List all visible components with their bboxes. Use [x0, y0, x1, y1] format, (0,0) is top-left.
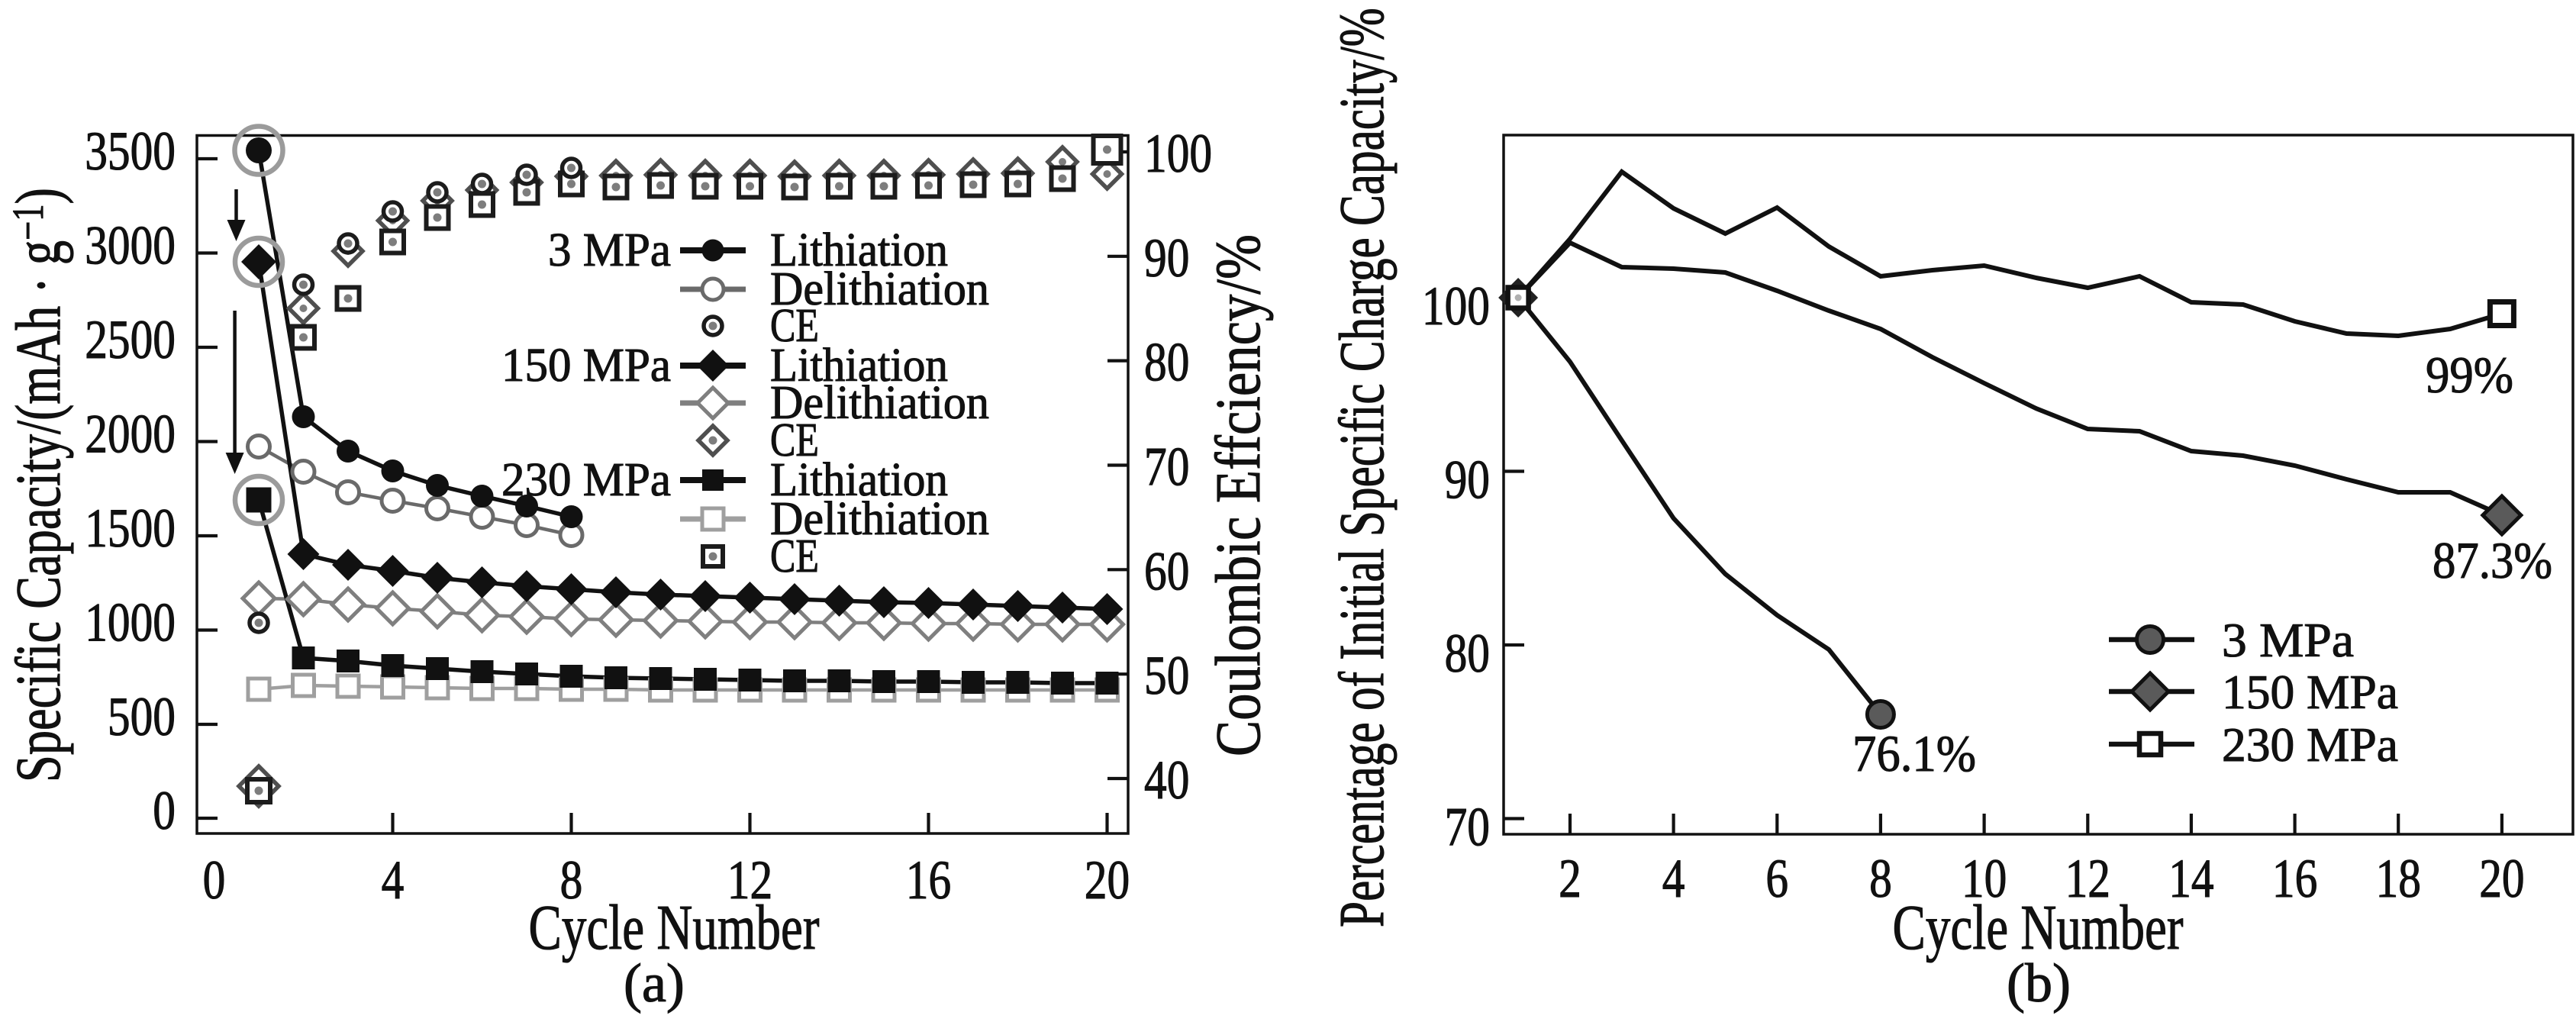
- svg-text:1000: 1000: [85, 592, 176, 653]
- svg-text:8: 8: [560, 850, 583, 911]
- svg-text:150 MPa: 150 MPa: [2222, 665, 2398, 719]
- svg-text:Cycle Number: Cycle Number: [1893, 892, 2184, 963]
- svg-text:CE: CE: [770, 414, 819, 466]
- svg-text:150 MPa: 150 MPa: [501, 340, 671, 392]
- svg-text:2: 2: [1559, 849, 1581, 910]
- svg-text:12: 12: [2065, 849, 2110, 910]
- svg-text:90: 90: [1445, 450, 1490, 511]
- svg-text:2500: 2500: [85, 310, 176, 371]
- svg-text:Percentage of Initial Specific: Percentage of Initial Specific Charge Ca…: [1326, 8, 1398, 927]
- svg-text:(a): (a): [624, 953, 685, 1014]
- svg-text:(b): (b): [2007, 953, 2071, 1014]
- svg-text:16: 16: [2272, 849, 2317, 910]
- svg-text:3 MPa: 3 MPa: [2222, 614, 2354, 668]
- svg-text:99%: 99%: [2426, 347, 2513, 405]
- svg-text:80: 80: [1445, 624, 1490, 685]
- svg-text:16: 16: [906, 850, 951, 911]
- svg-text:500: 500: [108, 687, 176, 748]
- svg-text:0: 0: [203, 850, 226, 911]
- svg-text:8: 8: [1869, 849, 1892, 910]
- svg-text:CE: CE: [770, 300, 819, 352]
- svg-text:100: 100: [1144, 124, 1212, 185]
- svg-text:CE: CE: [770, 530, 819, 582]
- svg-text:18: 18: [2376, 849, 2421, 910]
- svg-text:230 MPa: 230 MPa: [2222, 717, 2398, 772]
- svg-text:20: 20: [1085, 850, 1130, 911]
- svg-text:40: 40: [1144, 750, 1189, 811]
- svg-text:0: 0: [153, 781, 176, 842]
- svg-text:Lithiation: Lithiation: [770, 340, 948, 392]
- svg-text:90: 90: [1144, 228, 1189, 289]
- svg-text:76.1%: 76.1%: [1852, 726, 1976, 783]
- svg-text:50: 50: [1144, 646, 1189, 707]
- svg-text:2000: 2000: [85, 404, 176, 465]
- svg-text:20: 20: [2479, 849, 2524, 910]
- svg-text:70: 70: [1445, 797, 1490, 858]
- svg-text:100: 100: [1422, 276, 1490, 337]
- svg-text:Delithiation: Delithiation: [770, 263, 989, 315]
- svg-text:3500: 3500: [85, 121, 176, 182]
- svg-text:Specific Capacity/(mAh · g−1): Specific Capacity/(mAh · g−1): [3, 188, 77, 782]
- svg-text:4: 4: [1662, 849, 1685, 910]
- svg-text:Delithiation: Delithiation: [770, 377, 989, 429]
- svg-text:1500: 1500: [85, 498, 176, 559]
- svg-text:6: 6: [1765, 849, 1788, 910]
- svg-text:230 MPa: 230 MPa: [501, 454, 671, 507]
- svg-text:4: 4: [382, 850, 405, 911]
- svg-text:12: 12: [727, 850, 772, 911]
- svg-text:87.3%: 87.3%: [2433, 532, 2552, 589]
- svg-text:70: 70: [1144, 437, 1189, 498]
- svg-text:3000: 3000: [85, 215, 176, 276]
- svg-text:Cycle Number: Cycle Number: [529, 892, 820, 963]
- svg-text:Delithiation: Delithiation: [770, 493, 989, 545]
- svg-text:60: 60: [1144, 541, 1189, 602]
- svg-text:80: 80: [1144, 332, 1189, 393]
- svg-text:Lithiation: Lithiation: [770, 224, 948, 277]
- svg-text:Lithiation: Lithiation: [770, 454, 948, 507]
- svg-text:14: 14: [2168, 849, 2213, 910]
- svg-text:10: 10: [1962, 849, 2007, 910]
- svg-text:Coulombic Effciency/%: Coulombic Effciency/%: [1202, 234, 1273, 756]
- svg-text:3 MPa: 3 MPa: [548, 224, 671, 277]
